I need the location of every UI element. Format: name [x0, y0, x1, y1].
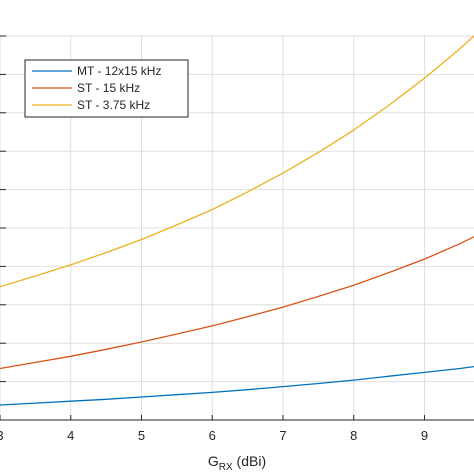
series-lines	[0, 35, 474, 406]
x-tick-label-6: 6	[209, 428, 216, 443]
legend-label-3: ST - 3.75 kHz	[77, 98, 150, 112]
legend: MT - 12x15 kHz ST - 15 kHz ST - 3.75 kHz	[24, 59, 189, 118]
x-tick-label-8: 8	[350, 428, 357, 443]
x-tick-labels: 3 4 5 6 7 8 9	[0, 415, 428, 443]
x-tick-label-4: 4	[67, 428, 74, 443]
x-axis-label-unit: (dBi)	[233, 453, 266, 469]
legend-label-1: MT - 12x15 kHz	[77, 64, 161, 78]
series-line-1	[0, 365, 474, 406]
series-line-2	[0, 236, 474, 370]
x-tick-label-3: 3	[0, 428, 4, 443]
x-tick-label-9: 9	[421, 428, 428, 443]
axes	[0, 35, 474, 421]
legend-label-2: ST - 15 kHz	[77, 81, 140, 95]
x-tick-label-5: 5	[138, 428, 145, 443]
grid	[0, 35, 474, 420]
x-tick-label-7: 7	[279, 428, 286, 443]
x-axis-label: GRX (dBi)	[208, 453, 266, 473]
x-axis-label-subscript: RX	[219, 462, 233, 473]
series-line-3	[0, 35, 474, 288]
x-axis-label-main: G	[208, 453, 219, 469]
